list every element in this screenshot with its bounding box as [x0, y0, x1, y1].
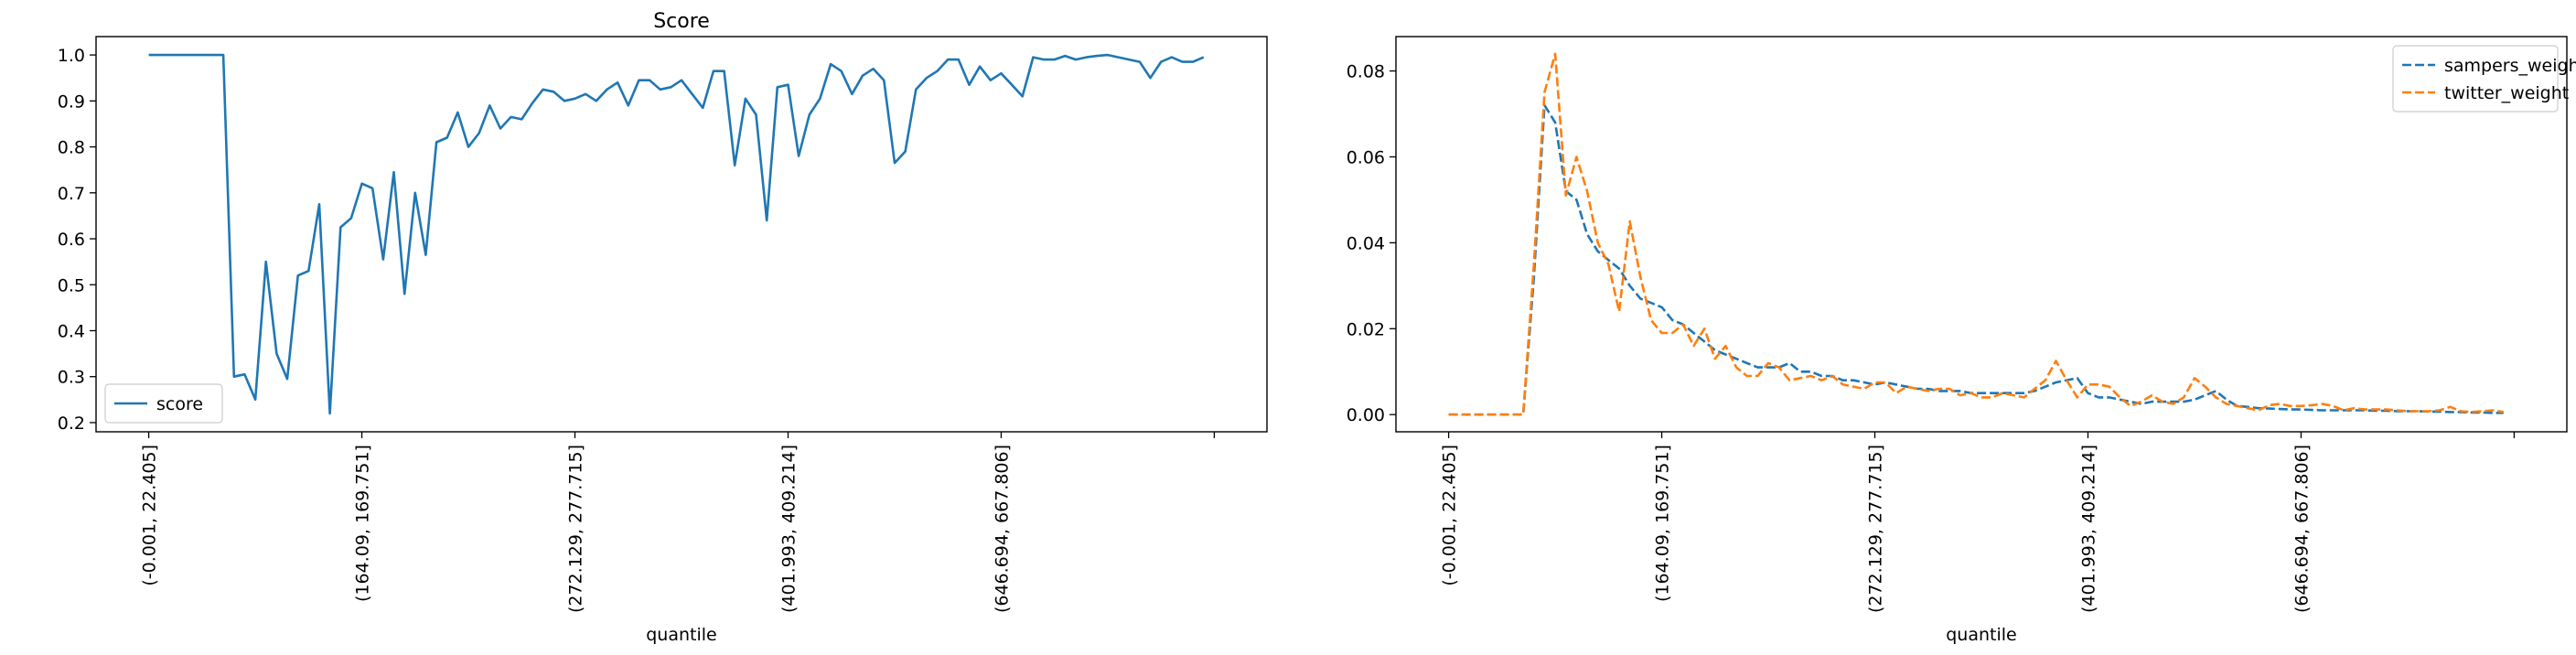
plot-frame — [95, 36, 1268, 433]
y-tick-label: 0.3 — [58, 368, 85, 388]
y-tick-label: 0.04 — [1347, 233, 1385, 253]
x-tick-label: (164.09, 169.751] — [1653, 445, 1673, 602]
y-tick-label: 0.5 — [58, 275, 85, 295]
series-line-twitter_weight — [1448, 52, 2505, 416]
y-tick-label: 0.08 — [1347, 62, 1385, 82]
chart-panel-2: 0.00 0.02 0.04 0.06 0.08 (-0.001, 22.405] (164… — [1347, 36, 2576, 645]
y-tick-label: 0.00 — [1347, 405, 1385, 425]
y-tick-label: 0.9 — [58, 91, 85, 112]
chart-panel-1: Score 0.2 0.3 0.4 0.5 0.6 0.7 0.8 0.9 1.0 (-0.001,… — [58, 10, 1268, 645]
series-line-sampers_weight — [1448, 103, 2504, 416]
y-tick-label: 1.0 — [58, 46, 85, 66]
legend-label-twitter_weight: twitter_weight — [2444, 83, 2569, 103]
y-tick-label: 0.4 — [58, 321, 85, 341]
x-tick-label: (646.694, 667.806] — [2292, 445, 2312, 613]
legend-label-sampers_weight: sampers_weight — [2444, 56, 2576, 76]
y-tick-label: 0.7 — [58, 184, 85, 204]
y-tick-label: 0.06 — [1347, 147, 1385, 167]
x-axis-label: quantile — [646, 625, 716, 645]
legend-label-score: score — [156, 394, 203, 414]
x-tick-label: (-0.001, 22.405] — [1440, 445, 1460, 586]
y-tick-label: 0.8 — [58, 138, 85, 158]
legend-box — [104, 383, 223, 424]
y-tick-label: 0.02 — [1347, 319, 1385, 339]
plot-frame — [1395, 36, 2568, 433]
legend: sampers_weight twitter_weight — [2392, 45, 2576, 113]
chart-title: Score — [653, 10, 710, 33]
x-tick-label: (272.129, 277.715] — [1866, 445, 1886, 613]
x-tick-label: (401.993, 409.214] — [2078, 445, 2098, 613]
legend-box — [2392, 45, 2559, 113]
x-axis-label: quantile — [1946, 625, 2016, 645]
x-tick-label: (164.09, 169.751] — [353, 445, 373, 602]
x-tick-label: (272.129, 277.715] — [566, 445, 586, 613]
x-tick-label: (-0.001, 22.405] — [140, 445, 160, 586]
x-tick-label: (401.993, 409.214] — [778, 445, 799, 613]
y-tick-label: 0.6 — [58, 230, 85, 250]
legend: score — [104, 383, 223, 424]
y-tick-label: 0.2 — [58, 413, 85, 434]
series-line-score — [148, 53, 1205, 415]
x-tick-label: (646.694, 667.806] — [992, 445, 1012, 613]
